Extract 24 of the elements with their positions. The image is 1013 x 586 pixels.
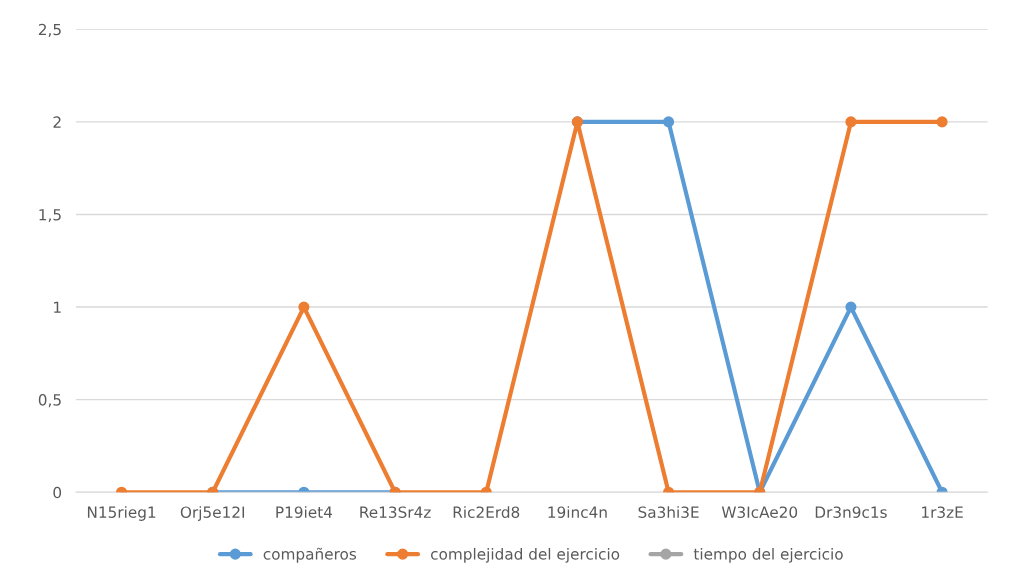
y-tick-label: 2,5 xyxy=(38,23,61,37)
legend-label: compañeros xyxy=(263,547,357,563)
point xyxy=(845,116,857,128)
x-tick-label: 1r3zE xyxy=(922,506,963,518)
point xyxy=(663,116,675,128)
x-tick-label: Dr3n9c1s xyxy=(815,506,887,518)
x-tick-label: Re13Sr4z xyxy=(360,506,431,518)
x-tick-label: N15rieg1 xyxy=(87,506,156,521)
legend-label: tiempo del ejercicio xyxy=(693,547,843,563)
x-tick-label: Ric2Erd8 xyxy=(453,506,520,518)
point xyxy=(298,301,310,313)
x-tick-label: Sa3hi3E xyxy=(638,506,699,518)
y-tick-label: 2 xyxy=(53,116,61,128)
legend-label: complejidad del ejercicio xyxy=(431,547,620,563)
y-tick-label: 0,5 xyxy=(38,394,61,408)
x-tick-label: Orj5e12I xyxy=(180,506,245,521)
x-tick-label: 19inc4n xyxy=(548,506,607,518)
x-tick-label: P19iet4 xyxy=(276,506,333,518)
point xyxy=(845,301,857,313)
point xyxy=(936,116,948,128)
x-tick-label: W3IcAe20 xyxy=(721,506,798,518)
y-tick-label: 1 xyxy=(54,301,61,313)
y-tick-label: 0 xyxy=(53,486,62,499)
y-tick-label: 1,5 xyxy=(39,209,61,223)
